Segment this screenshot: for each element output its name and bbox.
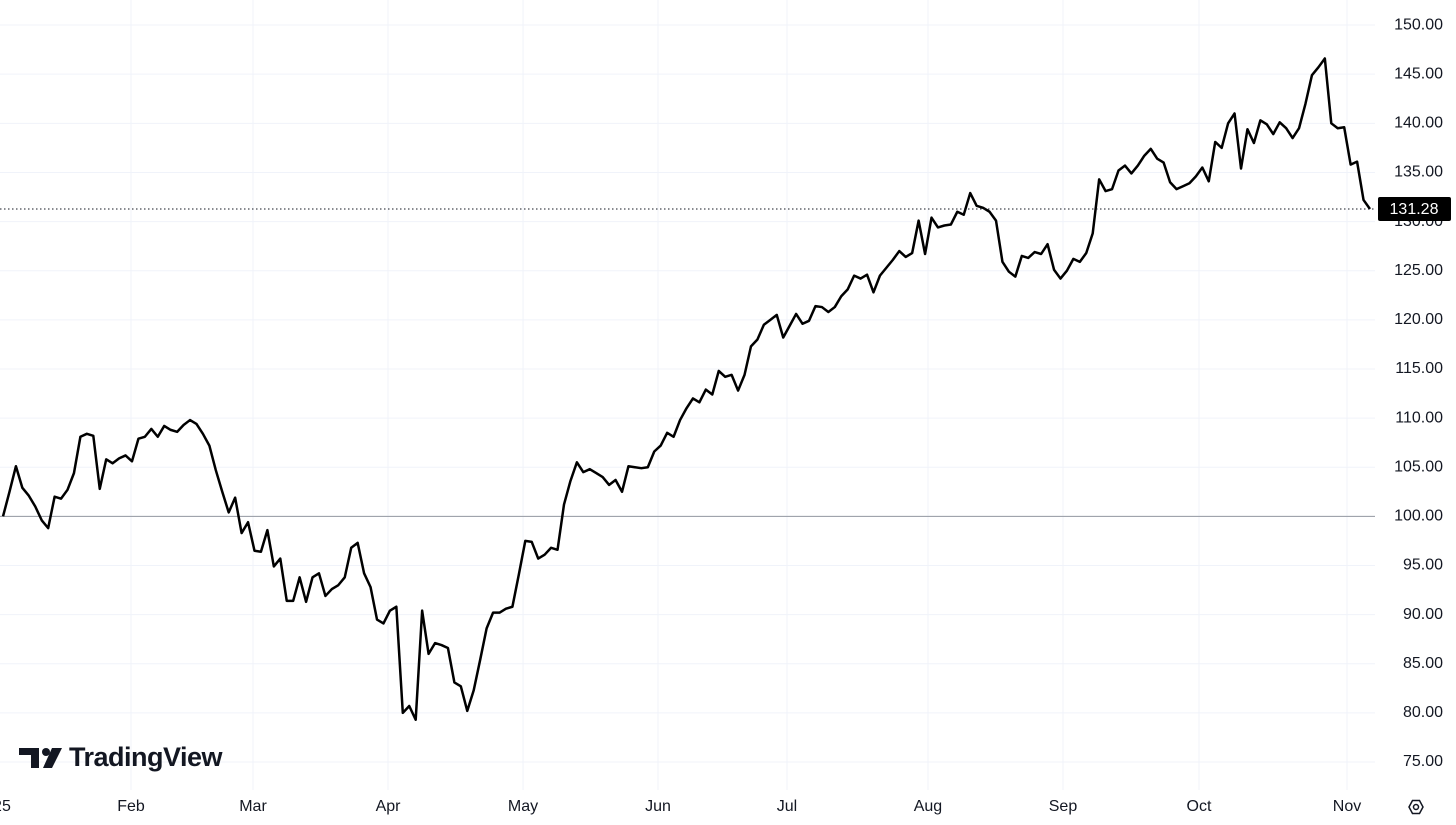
x-tick-label: Feb bbox=[117, 798, 145, 815]
x-tick-label: 2025 bbox=[0, 798, 11, 815]
y-tick-label: 110.00 bbox=[1395, 409, 1443, 426]
x-tick-label: Apr bbox=[376, 798, 402, 815]
logo-icon bbox=[43, 748, 62, 768]
x-tick-label: Mar bbox=[239, 798, 267, 815]
x-tick-label: Jun bbox=[645, 798, 671, 815]
logo-icon bbox=[42, 748, 50, 756]
y-tick-label: 95.00 bbox=[1403, 557, 1443, 574]
x-tick-label: Jul bbox=[777, 798, 797, 815]
price-line bbox=[1, 57, 1371, 721]
x-tick-label: Aug bbox=[914, 798, 942, 815]
last-price-box bbox=[1378, 196, 1451, 221]
y-tick-label: 150.00 bbox=[1394, 16, 1443, 33]
y-tick-label: 125.00 bbox=[1394, 262, 1443, 279]
settings-icon[interactable] bbox=[1412, 803, 1420, 811]
y-tick-label: 140.00 bbox=[1394, 115, 1443, 132]
y-tick-label: 105.00 bbox=[1394, 458, 1443, 475]
y-tick-label: 80.00 bbox=[1403, 704, 1443, 721]
x-tick-label: Nov bbox=[1333, 798, 1361, 815]
settings-button[interactable] bbox=[1408, 799, 1424, 815]
logo: TradingView bbox=[19, 742, 224, 772]
y-tick-label: 115.00 bbox=[1395, 360, 1443, 377]
x-tick-label: Oct bbox=[1187, 798, 1212, 815]
y-tick-label: 100.00 bbox=[1394, 508, 1443, 525]
logo-icon bbox=[19, 748, 39, 768]
y-tick-label: 85.00 bbox=[1403, 655, 1443, 672]
y-tick-label: 120.00 bbox=[1394, 311, 1443, 328]
watermark: TradingView bbox=[69, 742, 224, 772]
last-price-label: 131.28 bbox=[1390, 201, 1439, 218]
settings-icon[interactable] bbox=[1408, 799, 1424, 815]
x-tick-label: May bbox=[508, 798, 538, 815]
x-tick-label: Sep bbox=[1049, 798, 1078, 815]
y-tick-label: 135.00 bbox=[1394, 164, 1443, 181]
y-tick-label: 75.00 bbox=[1403, 753, 1443, 770]
y-tick-label: 145.00 bbox=[1394, 65, 1443, 82]
y-tick-label: 90.00 bbox=[1403, 606, 1443, 623]
